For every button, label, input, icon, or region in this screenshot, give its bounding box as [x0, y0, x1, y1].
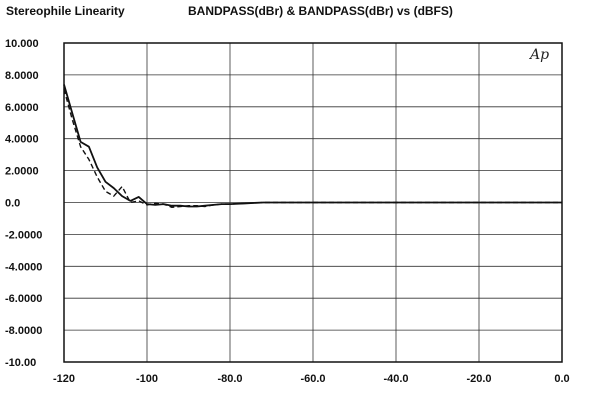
- y-tick-label: -2.0000: [5, 229, 42, 241]
- x-tick-label: -40.0: [383, 373, 408, 385]
- y-tick-label: 6.0000: [5, 102, 39, 114]
- x-tick-label: -80.0: [217, 373, 242, 385]
- x-tick-label: -100: [136, 373, 158, 385]
- plot-frame: [63, 42, 563, 363]
- y-tick-label: -6.0000: [5, 293, 42, 305]
- y-tick-label: -10.00: [5, 357, 36, 369]
- chart-series: [63, 84, 562, 209]
- series-line-1: [63, 84, 562, 208]
- chart-title-left: Stereophile Linearity: [6, 4, 125, 18]
- y-tick-label: 10.000: [5, 38, 39, 50]
- y-tick-label: -8.0000: [5, 325, 42, 337]
- x-tick-label: -120: [53, 373, 75, 385]
- y-tick-label: 4.0000: [5, 134, 39, 146]
- y-tick-label: 8.0000: [5, 70, 39, 82]
- y-tick-label: 0.0: [5, 198, 20, 210]
- x-tick-label: -60.0: [300, 373, 325, 385]
- y-tick-label: 2.0000: [5, 166, 39, 178]
- chart-title-center: BANDPASS(dBr) & BANDPASS(dBr) vs (dBFS): [188, 4, 453, 18]
- x-tick-labels: -120 -100 -80.0 -60.0 -40.0 -20.0 0.0: [53, 373, 570, 385]
- y-tick-labels: 10.000 8.0000 6.0000 4.0000 2.0000 0.0 -2.0000…: [5, 38, 42, 369]
- ap-logo: Ap: [528, 47, 549, 63]
- y-tick-label: -4.0000: [5, 261, 42, 273]
- x-tick-label: 0.0: [554, 373, 569, 385]
- x-tick-label: -20.0: [466, 373, 491, 385]
